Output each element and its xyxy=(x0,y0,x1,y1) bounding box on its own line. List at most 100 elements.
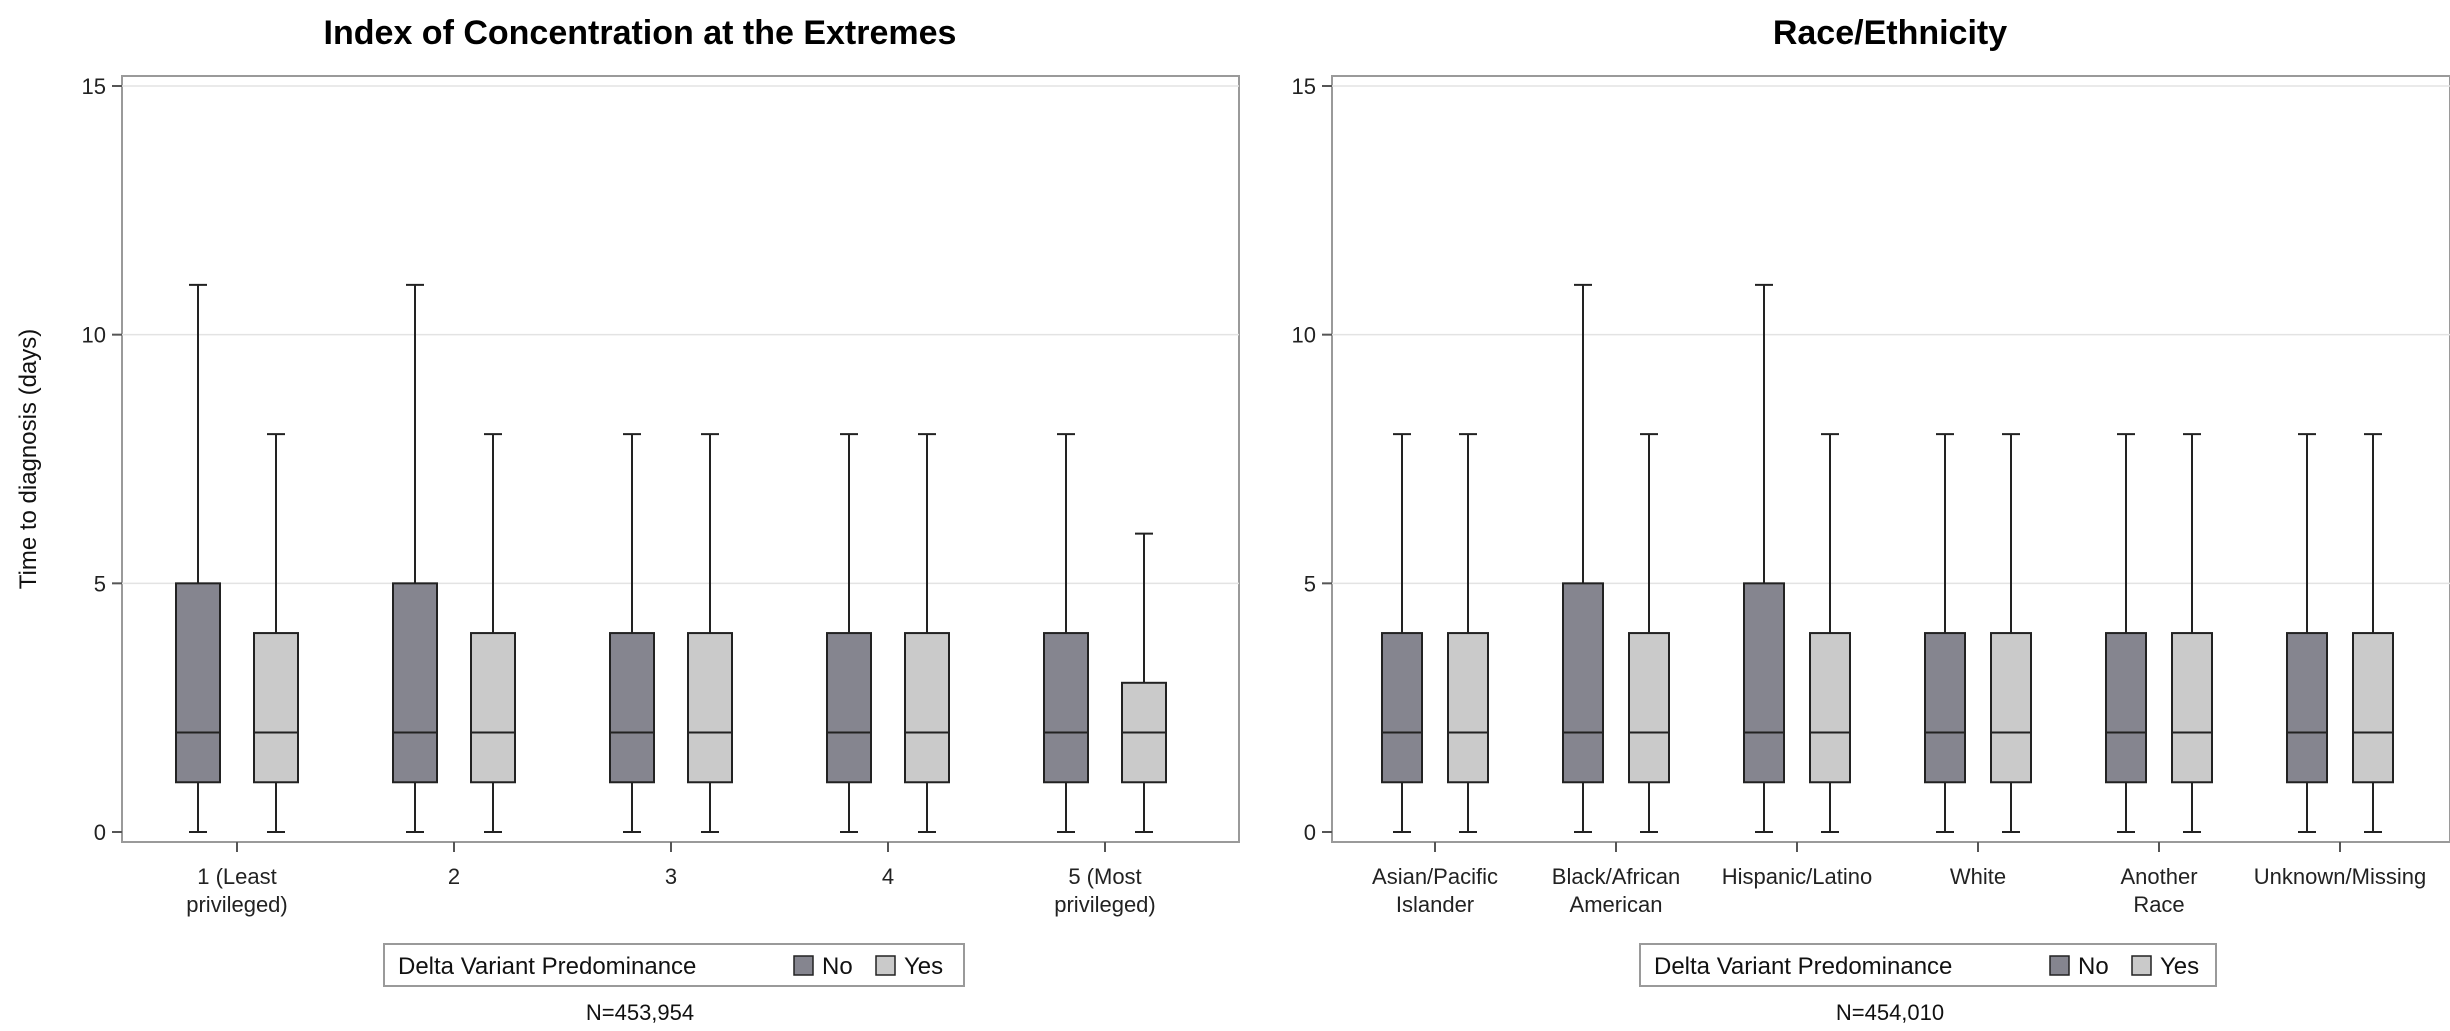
plot-frame xyxy=(1331,75,2450,843)
x-tick-label-line: Black/African xyxy=(1552,864,1680,889)
y-tick-label: 15 xyxy=(82,74,106,99)
chart-panel-2: Race/Ethnicity 0 5 10 15 Asian/Pacific Islande… xyxy=(1292,14,2450,1025)
box-yes-3 xyxy=(687,433,733,833)
x-tick-label: Asian/Pacific Islander xyxy=(1372,864,1498,917)
y-tick-label: 0 xyxy=(94,820,106,845)
legend-label-no: No xyxy=(822,953,853,980)
iqr-box xyxy=(1809,632,1851,784)
box-no-4 xyxy=(826,433,872,833)
legend: Delta Variant Predominance No Yes xyxy=(1639,943,2217,987)
x-tick-label-line: 5 (Most xyxy=(1068,864,1141,889)
iqr-box xyxy=(2171,632,2213,784)
box-yes-1 xyxy=(253,433,299,833)
legend-label-yes: Yes xyxy=(904,953,943,980)
iqr-box xyxy=(2352,632,2394,784)
box-yes-4 xyxy=(904,433,950,833)
legend-swatch-no xyxy=(2049,955,2070,976)
legend-frame xyxy=(383,943,965,987)
chart-panel-1: Index of Concentration at the Extremes 0 5… xyxy=(15,14,1240,1025)
iqr-box xyxy=(2105,632,2147,784)
iqr-box xyxy=(175,582,221,784)
x-tick-label: 4 xyxy=(882,864,894,889)
iqr-box xyxy=(2286,632,2328,784)
iqr-box xyxy=(609,632,655,784)
legend-title: Delta Variant Predominance xyxy=(398,953,696,980)
x-tick-label: White xyxy=(1950,864,2006,889)
iqr-box xyxy=(1562,582,1604,784)
iqr-box xyxy=(826,632,872,784)
box-yes-3 xyxy=(1809,433,1851,833)
x-tick-label-line: privileged) xyxy=(1054,892,1156,917)
box-yes-5 xyxy=(1121,532,1167,833)
x-tick-label-line: Another xyxy=(2120,864,2197,889)
y-tick-label: 15 xyxy=(1292,74,1316,99)
box-no-4 xyxy=(1924,433,1966,833)
box-yes-5 xyxy=(2171,433,2213,833)
x-tick-label: Unknown/Missing xyxy=(2254,864,2426,889)
iqr-box xyxy=(392,582,438,784)
x-tick-label-line: Islander xyxy=(1396,892,1474,917)
x-tick-label: Hispanic/Latino xyxy=(1722,864,1872,889)
box-no-1 xyxy=(1381,433,1423,833)
sample-size-note: N=454,010 xyxy=(1836,1000,1944,1025)
legend-swatch-no xyxy=(793,955,814,976)
iqr-box xyxy=(904,632,950,784)
box-yes-2 xyxy=(470,433,516,833)
x-tick-label: 3 xyxy=(665,864,677,889)
iqr-box xyxy=(1043,632,1089,784)
y-tick-label: 5 xyxy=(1304,571,1316,596)
box-yes-2 xyxy=(1628,433,1670,833)
box-yes-4 xyxy=(1990,433,2032,833)
x-tick-label: 1 (Least privileged) xyxy=(186,864,288,917)
x-tick-label-line: American xyxy=(1570,892,1663,917)
x-tick-label-line: Asian/Pacific xyxy=(1372,864,1498,889)
x-tick-label-line: Hispanic/Latino xyxy=(1722,864,1872,889)
box-no-5 xyxy=(1043,433,1089,833)
iqr-box xyxy=(1447,632,1489,784)
legend-swatch-yes xyxy=(2131,955,2152,976)
box-no-2 xyxy=(392,283,438,833)
iqr-box xyxy=(470,632,516,784)
legend-title: Delta Variant Predominance xyxy=(1654,953,1952,980)
iqr-box xyxy=(1990,632,2032,784)
legend-frame xyxy=(1639,943,2217,987)
x-tick-label: Black/African American xyxy=(1552,864,1680,917)
x-tick-label: Another Race xyxy=(2120,864,2197,917)
legend: Delta Variant Predominance No Yes xyxy=(383,943,965,987)
box-no-3 xyxy=(1743,283,1785,833)
x-tick-label-line: 1 (Least xyxy=(197,864,277,889)
y-tick-label: 5 xyxy=(94,571,106,596)
iqr-box xyxy=(687,632,733,784)
box-yes-6 xyxy=(2352,433,2394,833)
chart-title: Race/Ethnicity xyxy=(1773,14,2007,52)
x-tick-label-line: White xyxy=(1950,864,2006,889)
legend-swatch-yes xyxy=(875,955,896,976)
y-axis-label: Time to diagnosis (days) xyxy=(15,329,42,590)
x-tick-label-line: 4 xyxy=(882,864,894,889)
x-tick-label-line: 3 xyxy=(665,864,677,889)
x-tick-label: 5 (Most privileged) xyxy=(1054,864,1156,917)
x-tick-label-line: Unknown/Missing xyxy=(2254,864,2426,889)
y-tick-label: 10 xyxy=(1292,323,1316,348)
sample-size-note: N=453,954 xyxy=(586,1000,694,1025)
box-no-2 xyxy=(1562,283,1604,833)
chart-title: Index of Concentration at the Extremes xyxy=(324,14,957,52)
box-no-3 xyxy=(609,433,655,833)
y-tick-label: 0 xyxy=(1304,820,1316,845)
x-tick-label-line: privileged) xyxy=(186,892,288,917)
box-no-5 xyxy=(2105,433,2147,833)
box-no-1 xyxy=(175,283,221,833)
x-tick-label-line: Race xyxy=(2133,892,2184,917)
legend-label-yes: Yes xyxy=(2160,953,2199,980)
y-tick-label: 10 xyxy=(82,323,106,348)
iqr-box xyxy=(1628,632,1670,784)
iqr-box xyxy=(1743,582,1785,784)
box-no-6 xyxy=(2286,433,2328,833)
iqr-box xyxy=(253,632,299,784)
iqr-box xyxy=(1924,632,1966,784)
x-tick-label-line: 2 xyxy=(448,864,460,889)
x-tick-label: 2 xyxy=(448,864,460,889)
iqr-box xyxy=(1381,632,1423,784)
legend-label-no: No xyxy=(2078,953,2109,980)
